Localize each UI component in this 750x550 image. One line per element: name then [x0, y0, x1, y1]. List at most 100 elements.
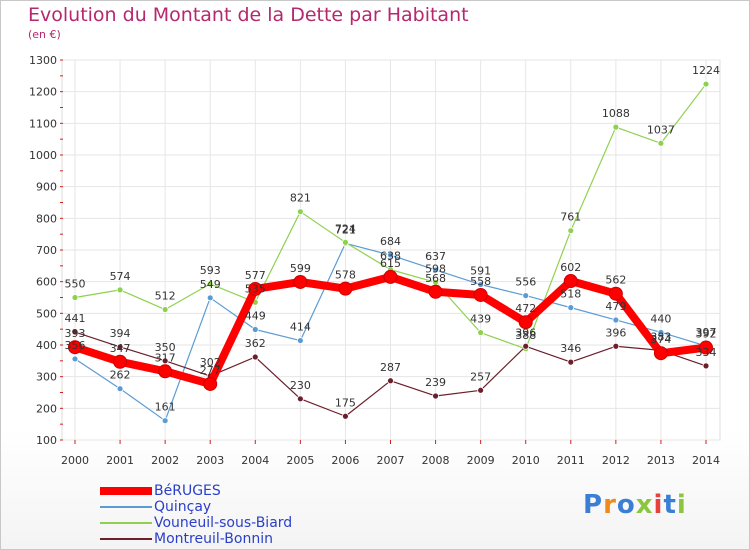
- data-point-beruges: [248, 281, 263, 296]
- data-point-vouneuil: [567, 227, 575, 235]
- y-tick-label: 300: [36, 371, 57, 384]
- data-point-quincay: [116, 385, 124, 393]
- logo-letter: t: [663, 490, 677, 520]
- data-label-montreuil: 239: [425, 376, 446, 389]
- data-label-beruges: 615: [380, 257, 401, 270]
- data-label-vouneuil: 388: [515, 329, 536, 342]
- data-label-quincay: 549: [200, 278, 221, 291]
- legend-swatch-montreuil: [100, 538, 152, 540]
- data-point-quincay: [567, 304, 575, 312]
- data-point-beruges: [383, 269, 398, 284]
- legend-item-montreuil: Montreuil-Bonnin: [100, 531, 273, 547]
- data-label-beruges: 347: [110, 342, 131, 355]
- data-point-beruges: [518, 315, 533, 330]
- data-label-beruges: 392: [696, 328, 717, 341]
- legend-item-vouneuil: Vouneuil-sous-Biard: [100, 515, 292, 531]
- data-point-montreuil: [342, 412, 349, 420]
- data-label-vouneuil: 724: [335, 222, 356, 235]
- data-point-vouneuil: [612, 123, 620, 131]
- data-point-montreuil: [432, 392, 439, 400]
- data-point-beruges: [338, 281, 353, 296]
- data-point-beruges: [203, 376, 218, 391]
- x-tick-label: 2008: [422, 454, 450, 467]
- data-point-montreuil: [612, 342, 620, 350]
- y-tick-label: 400: [36, 339, 57, 352]
- y-tick-label: 200: [36, 402, 57, 415]
- data-label-montreuil: 394: [110, 327, 131, 340]
- x-tick-label: 2001: [106, 454, 134, 467]
- x-tick-label: 2012: [602, 454, 630, 467]
- x-tick-label: 2011: [557, 454, 585, 467]
- data-point-beruges: [608, 286, 623, 301]
- data-label-quincay: 591: [470, 265, 491, 278]
- data-label-quincay: 637: [425, 250, 446, 263]
- data-label-quincay: 161: [155, 401, 176, 414]
- data-point-quincay: [387, 251, 394, 259]
- logo-letter: r: [603, 490, 617, 520]
- logo-letter: i: [653, 490, 664, 520]
- data-label-vouneuil: 1037: [647, 123, 675, 136]
- data-point-vouneuil: [71, 294, 79, 301]
- data-point-vouneuil: [296, 208, 304, 216]
- x-tick-label: 2007: [377, 454, 405, 467]
- data-point-vouneuil: [702, 80, 710, 88]
- data-label-vouneuil: 593: [200, 264, 221, 277]
- data-label-beruges: 577: [245, 269, 266, 282]
- data-point-vouneuil: [477, 329, 485, 337]
- data-label-beruges: 374: [650, 333, 671, 346]
- x-tick-label: 2006: [331, 454, 359, 467]
- y-tick-label: 1300: [29, 54, 57, 67]
- data-label-quincay: 397: [696, 326, 717, 339]
- data-label-quincay: 440: [650, 312, 671, 325]
- data-label-montreuil: 175: [335, 396, 356, 409]
- data-label-beruges: 568: [425, 272, 446, 285]
- data-label-beruges: 599: [290, 262, 311, 275]
- y-tick-label: 700: [36, 244, 57, 257]
- data-label-quincay: 518: [560, 288, 581, 301]
- x-tick-label: 2002: [151, 454, 179, 467]
- data-point-montreuil: [477, 386, 485, 394]
- data-point-montreuil: [71, 328, 79, 336]
- proxiti-logo: Proxiti: [583, 490, 687, 520]
- data-point-montreuil: [522, 342, 530, 350]
- data-point-montreuil: [161, 357, 169, 365]
- y-tick-label: 1100: [29, 117, 57, 130]
- data-point-beruges: [473, 287, 488, 302]
- x-tick-label: 2000: [61, 454, 89, 467]
- y-tick-label: 900: [36, 181, 57, 194]
- data-label-quincay: 556: [515, 276, 536, 289]
- data-point-montreuil: [387, 377, 394, 385]
- legend-label-quincay: Quinçay: [154, 499, 212, 515]
- data-label-beruges: 602: [560, 261, 581, 274]
- data-point-montreuil: [251, 353, 259, 361]
- data-point-quincay: [432, 266, 439, 274]
- data-label-vouneuil: 535: [245, 282, 266, 295]
- data-label-quincay: 721: [335, 223, 356, 236]
- legend-label-montreuil: Montreuil-Bonnin: [154, 531, 273, 547]
- data-point-montreuil: [116, 343, 124, 351]
- x-tick-label: 2004: [241, 454, 269, 467]
- data-point-quincay: [71, 355, 79, 363]
- data-point-vouneuil: [161, 306, 169, 313]
- data-label-vouneuil: 761: [560, 211, 581, 224]
- data-label-quincay: 414: [290, 321, 311, 334]
- logo-letter: x: [635, 490, 654, 520]
- data-label-montreuil: 346: [560, 342, 581, 355]
- data-label-montreuil: 257: [470, 370, 491, 383]
- legend-item-beruges: BéRUGES: [100, 483, 221, 499]
- data-label-beruges: 393: [65, 327, 86, 340]
- logo-letter: i: [676, 490, 687, 520]
- logo-letter: o: [616, 490, 636, 520]
- data-label-quincay: 262: [110, 369, 131, 382]
- data-point-montreuil: [296, 395, 304, 403]
- data-label-quincay: 479: [605, 300, 626, 313]
- x-tick-label: 2003: [196, 454, 224, 467]
- x-tick-label: 2009: [467, 454, 495, 467]
- data-point-vouneuil: [657, 139, 665, 147]
- data-label-vouneuil: 439: [470, 313, 491, 326]
- data-point-beruges: [113, 354, 128, 369]
- x-tick-label: 2014: [692, 454, 720, 467]
- data-label-vouneuil: 1224: [692, 64, 720, 77]
- data-label-vouneuil: 598: [425, 262, 446, 275]
- data-point-beruges: [563, 274, 578, 289]
